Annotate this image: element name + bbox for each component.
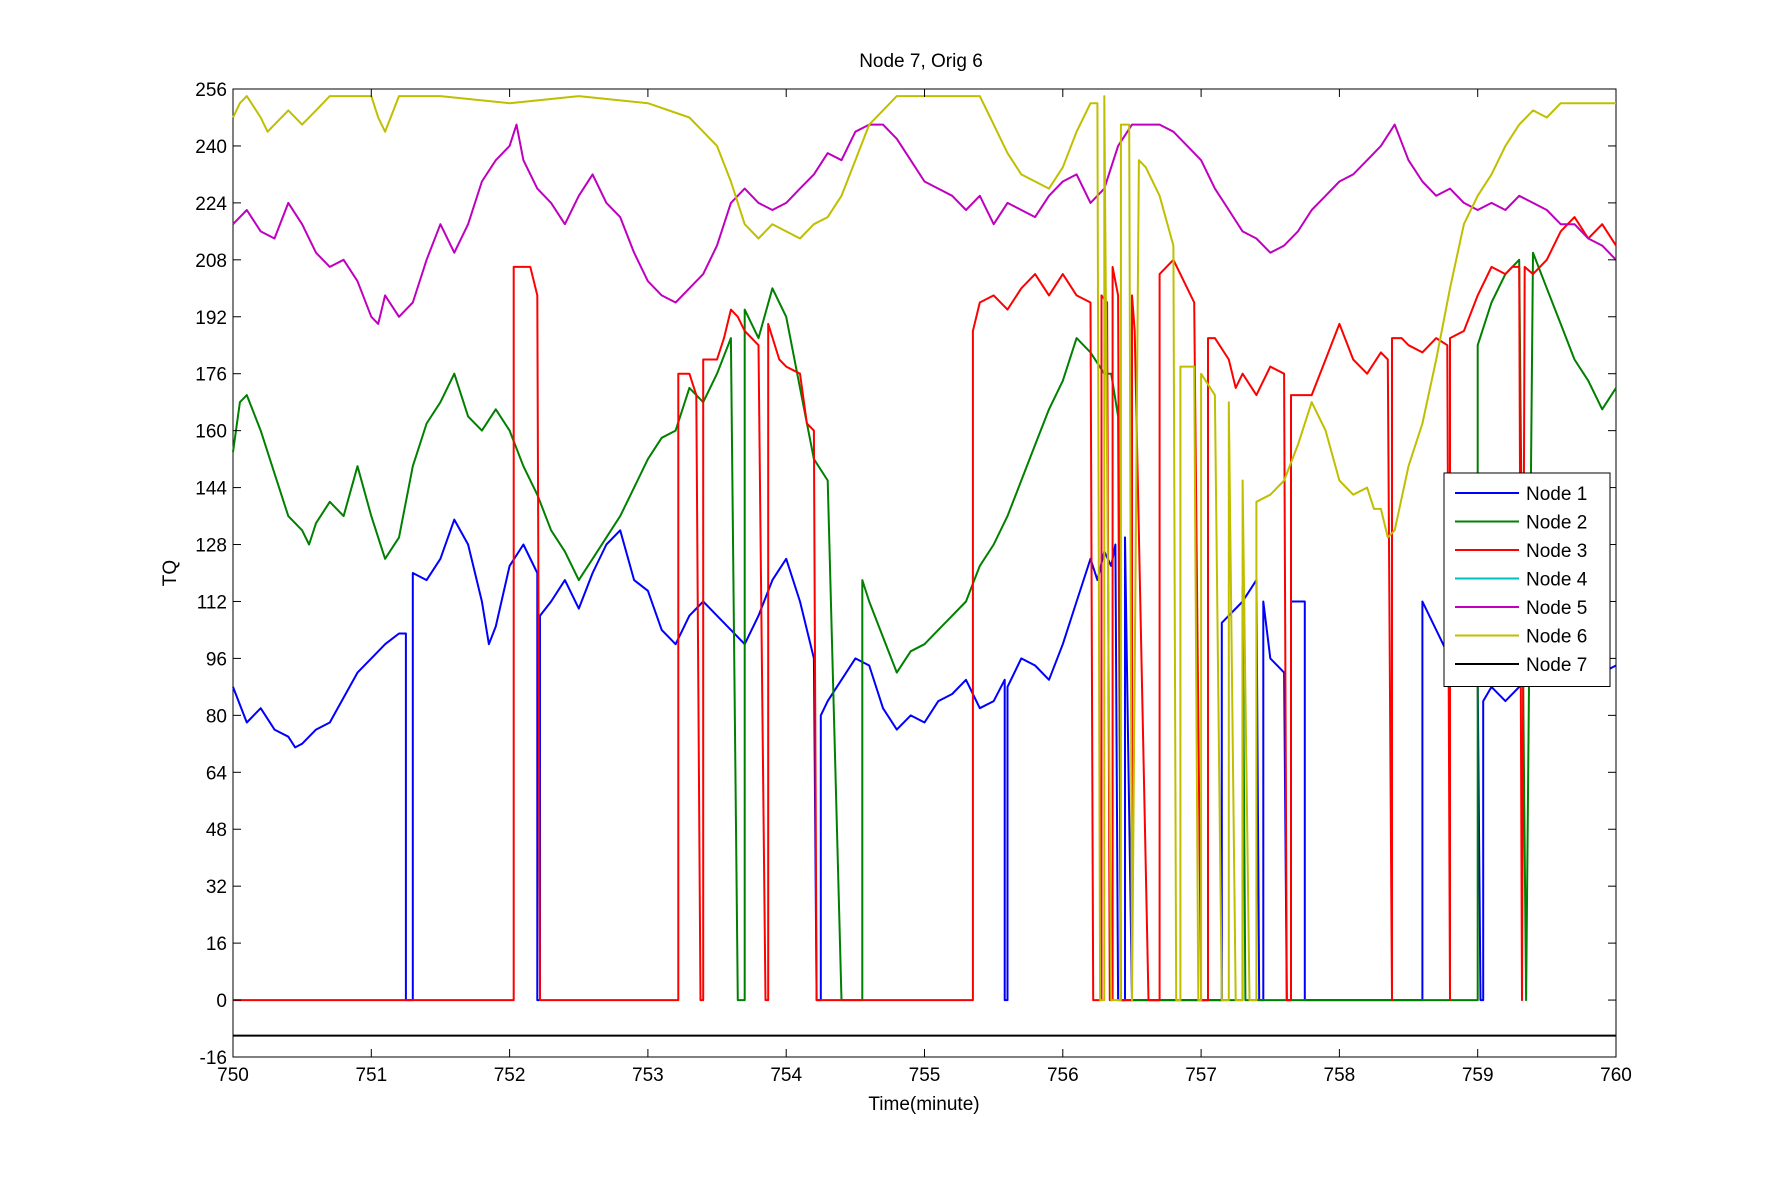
x-tick-label: 753 (632, 1065, 664, 1086)
series-line-node-1 (232, 518, 1617, 1002)
y-tick-label: -16 (200, 1048, 227, 1069)
y-tick-label: 192 (195, 308, 227, 329)
y-tick-label: 16 (206, 934, 227, 955)
legend-entry-label: Node 7 (1526, 655, 1587, 676)
x-tick-label: 754 (770, 1065, 802, 1086)
x-tick-label: 756 (1047, 1065, 1079, 1086)
x-tick-label: 751 (355, 1065, 387, 1086)
legend-entry-label: Node 2 (1526, 513, 1587, 534)
legend-entry-label: Node 6 (1526, 627, 1587, 648)
x-tick-label: 759 (1462, 1065, 1494, 1086)
plot-frame (232, 88, 1617, 1058)
y-tick-label: 112 (197, 592, 227, 613)
chart-title: Node 7, Orig 6 (859, 51, 983, 72)
x-tick-label: 757 (1185, 1065, 1217, 1086)
x-axis: 750 751 752 753 754 755 756 757 758 759 760 (217, 89, 1632, 1086)
y-tick-label: 32 (206, 877, 227, 898)
y-tick-label: 224 (195, 194, 227, 215)
y-tick-label: 160 (195, 422, 227, 443)
legend-entry-label: Node 1 (1526, 484, 1587, 505)
y-tick-label: 256 (195, 80, 227, 101)
y-tick-label: 144 (195, 479, 227, 500)
legend-entry-label: Node 5 (1526, 598, 1587, 619)
y-tick-label: 240 (195, 137, 227, 158)
legend-entry-label: Node 3 (1526, 541, 1587, 562)
plot-area (232, 88, 1617, 1058)
series-line-node-6 (232, 95, 1616, 1002)
y-tick-label: 64 (206, 763, 228, 784)
x-tick-label: 758 (1324, 1065, 1356, 1086)
y-axis: -16 0 16 32 48 64 80 96 112 128 144 160 176 192 208 224… (195, 80, 1616, 1069)
x-tick-label: 750 (217, 1065, 249, 1086)
series-layer (232, 95, 1617, 1037)
series-line-node-5 (232, 123, 1617, 325)
x-axis-label: Time(minute) (868, 1094, 979, 1115)
y-tick-label: 128 (195, 536, 227, 557)
legend-entry-label: Node 4 (1526, 570, 1588, 591)
y-axis-label: TQ (160, 560, 181, 586)
x-tick-label: 760 (1600, 1065, 1632, 1086)
x-tick-label: 755 (909, 1065, 941, 1086)
y-tick-label: 96 (206, 649, 227, 670)
y-tick-label: 80 (206, 706, 227, 727)
x-tick-label: 752 (494, 1065, 526, 1086)
y-tick-label: 0 (216, 991, 227, 1012)
y-tick-label: 208 (195, 251, 227, 272)
y-tick-label: 48 (206, 820, 227, 841)
legend-box (1443, 472, 1611, 687)
legend: Node 1 Node 2 Node 3 Node 4 Node 5 Node 6 Node… (1443, 472, 1611, 687)
y-tick-label: 176 (195, 365, 227, 386)
